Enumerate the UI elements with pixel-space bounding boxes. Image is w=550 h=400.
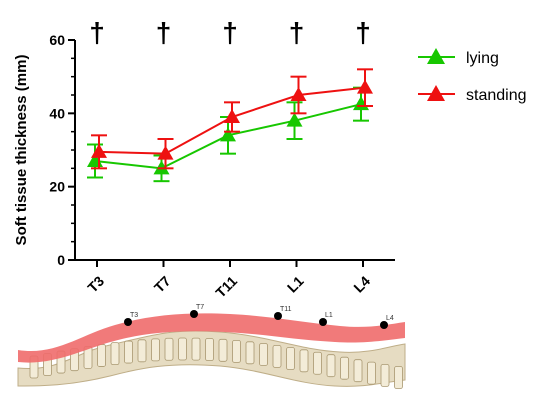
- legend: lying standing: [418, 48, 527, 104]
- significance-dagger: †: [156, 17, 172, 48]
- vertebra: [178, 337, 187, 361]
- spine-marker-label: L1: [325, 312, 333, 319]
- vertebra: [164, 337, 174, 361]
- data-point: [224, 109, 240, 123]
- legend-label: lying: [466, 50, 499, 67]
- vertebra: [245, 341, 255, 365]
- data-point: [91, 143, 107, 158]
- y-tick-label: 40: [49, 105, 65, 121]
- vertebra: [340, 356, 349, 380]
- data-point: [357, 79, 373, 94]
- vertebra: [205, 338, 214, 361]
- vertebra: [313, 351, 322, 375]
- data-point: [353, 96, 369, 111]
- significance-dagger: †: [355, 17, 371, 48]
- vertebra: [367, 361, 376, 385]
- vertebra: [137, 339, 147, 363]
- vertebra: [353, 359, 363, 383]
- series-standing: [91, 68, 373, 170]
- axes: [74, 40, 395, 261]
- vertebra: [286, 347, 295, 370]
- spine-marker-label: L4: [386, 315, 394, 322]
- spine-markers: T3 T7 T11 L1 L4: [124, 304, 394, 329]
- significance-markers: † † † † †: [89, 17, 371, 48]
- vertebra: [380, 364, 390, 387]
- spine-marker-dot: [124, 318, 132, 326]
- legend-item-lying: lying: [418, 48, 499, 67]
- vertebra: [191, 337, 201, 361]
- x-tick-label: T3: [84, 273, 107, 296]
- vertebra: [259, 343, 268, 366]
- x-ticks: T3 T7 T11 L1 L4: [84, 260, 373, 301]
- data-point: [286, 112, 303, 127]
- vertebra: [97, 344, 106, 367]
- data-point: [157, 145, 174, 160]
- spine-marker-dot: [274, 312, 282, 320]
- significance-dagger: †: [89, 17, 105, 48]
- y-tick-label: 60: [49, 32, 65, 48]
- legend-item-standing: standing: [418, 85, 527, 104]
- spine-marker-label: T11: [280, 306, 292, 313]
- vertebra: [218, 338, 228, 362]
- y-axis-label: Soft tissue thickness (mm): [13, 55, 30, 246]
- significance-dagger: †: [289, 17, 305, 48]
- vertebra: [299, 349, 309, 373]
- vertebra: [151, 338, 160, 362]
- x-tick-label: T11: [212, 273, 240, 301]
- series-layer: [87, 68, 373, 183]
- legend-marker: [427, 48, 445, 64]
- soft-tissue-band: [18, 313, 405, 363]
- spine-marker-dot: [319, 318, 327, 326]
- y-tick-label: 20: [49, 179, 65, 195]
- spine-marker-dot: [190, 310, 198, 318]
- spine-marker-label: T7: [196, 304, 204, 311]
- spine-marker-label: T3: [130, 312, 138, 319]
- x-tick-label: T7: [151, 273, 174, 296]
- vertebra: [394, 366, 403, 389]
- vertebrae: [29, 337, 403, 389]
- vertebra: [110, 342, 120, 366]
- spine-marker-dot: [380, 321, 388, 329]
- spine-illustration: T3 T7 T11 L1 L4: [17, 304, 406, 389]
- legend-marker: [427, 85, 445, 101]
- x-tick-label: L1: [284, 273, 307, 296]
- significance-dagger: †: [222, 17, 238, 48]
- vertebra: [124, 340, 133, 364]
- data-point: [290, 87, 307, 101]
- y-tick-label: 0: [57, 252, 65, 268]
- legend-label: standing: [466, 87, 527, 104]
- vertebra: [326, 354, 336, 378]
- vertebra: [272, 344, 282, 368]
- y-ticks: 0 20 40 60: [49, 32, 75, 268]
- vertebra: [232, 339, 241, 363]
- data-point: [220, 127, 236, 142]
- x-tick-label: L4: [350, 273, 373, 296]
